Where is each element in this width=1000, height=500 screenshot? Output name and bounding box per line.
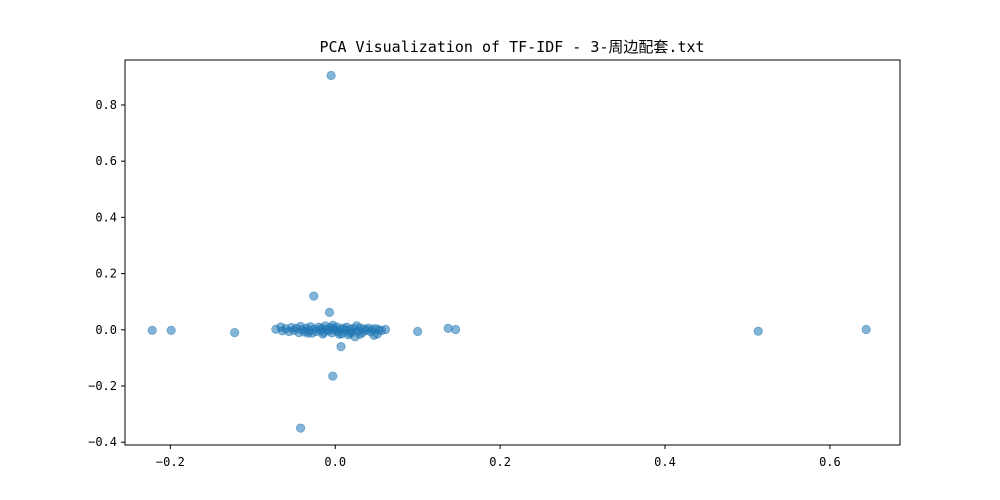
x-tick-label: 0.6 (819, 455, 841, 469)
x-tick-label: 0.2 (489, 455, 511, 469)
chart-title: PCA Visualization of TF-IDF - 3-周边配套.txt (319, 38, 704, 56)
y-tick-label: 0.2 (95, 267, 117, 281)
data-point (309, 291, 319, 301)
data-point (334, 329, 344, 339)
points-layer (147, 70, 871, 433)
data-point (328, 371, 338, 381)
data-point (451, 324, 461, 335)
plot-frame (124, 59, 901, 446)
data-point (147, 325, 157, 335)
data-point (296, 423, 306, 433)
x-tick-label: −0.2 (156, 455, 185, 469)
data-point (336, 342, 346, 352)
data-point (355, 329, 365, 339)
y-tick-label: −0.4 (88, 435, 117, 449)
y-tick-label: 0.0 (95, 323, 117, 337)
data-point (380, 324, 391, 335)
data-point (345, 328, 355, 338)
x-axis: −0.2 0.0 0.2 0.4 0.6 (156, 445, 841, 469)
data-point (318, 329, 328, 339)
data-point (166, 325, 176, 335)
data-point (328, 320, 338, 330)
data-point (413, 326, 423, 337)
data-point (230, 327, 240, 338)
data-point (443, 323, 453, 333)
data-point (324, 307, 335, 317)
data-point (303, 328, 313, 338)
y-tick-label: 0.6 (95, 154, 117, 168)
y-axis: −0.4 −0.2 0.0 0.2 0.4 0.6 0.8 (88, 98, 125, 449)
y-tick-label: 0.8 (95, 98, 117, 112)
data-point (861, 324, 871, 335)
x-tick-label: 0.0 (324, 455, 346, 469)
data-point (753, 326, 763, 336)
x-tick-label: 0.4 (654, 455, 676, 469)
data-point (326, 70, 336, 81)
y-tick-label: −0.2 (88, 379, 117, 393)
y-tick-label: 0.4 (95, 210, 117, 224)
